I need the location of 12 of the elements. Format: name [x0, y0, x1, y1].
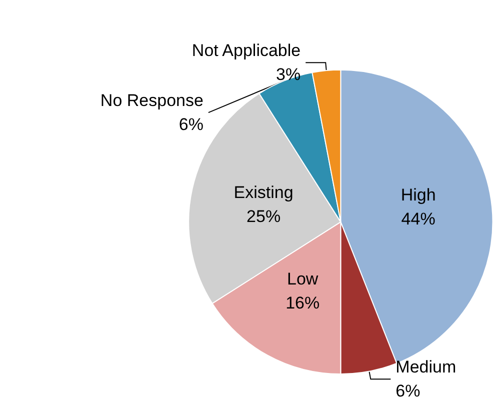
slice-label: Existing — [234, 183, 294, 202]
slice-label: Medium — [396, 358, 456, 377]
data-label: 16% — [286, 294, 320, 313]
slice-label: Not Applicable — [192, 41, 301, 60]
data-label: 25% — [246, 207, 281, 226]
slice-label: No Response — [100, 91, 204, 110]
data-label: 6% — [396, 382, 420, 401]
slice-label: High — [400, 186, 436, 205]
data-label: 6% — [178, 115, 204, 134]
data-label: 3% — [276, 65, 301, 84]
data-label: 44% — [401, 210, 436, 229]
slice-label: Low — [287, 270, 319, 289]
